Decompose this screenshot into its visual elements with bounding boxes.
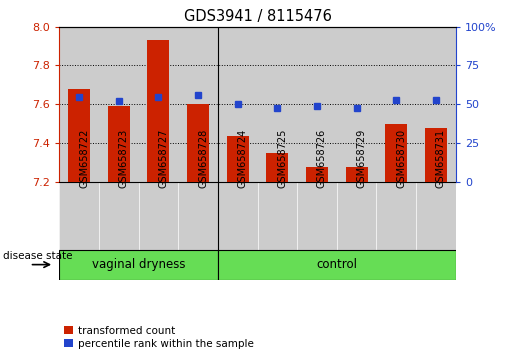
Bar [385,124,407,182]
Text: vaginal dryness: vaginal dryness [92,258,185,271]
Bar [258,27,297,182]
Bar [416,27,456,182]
Bar [178,182,218,250]
Text: disease state: disease state [3,251,72,261]
Bar [68,89,90,182]
Bar [218,182,258,250]
Bar [376,182,416,250]
Bar [187,104,209,182]
Bar [139,27,178,182]
Text: control: control [316,258,357,271]
Text: GSM658728: GSM658728 [198,129,208,188]
Text: GSM658724: GSM658724 [238,129,248,188]
Bar [227,136,249,182]
Bar [139,182,178,250]
Bar [108,106,130,182]
Text: GSM658726: GSM658726 [317,129,327,188]
Bar [218,27,258,182]
Bar [297,27,337,182]
Bar [99,182,139,250]
Bar [258,182,297,250]
Text: GSM658722: GSM658722 [79,128,89,188]
Text: GSM658723: GSM658723 [118,129,129,188]
Bar [147,40,169,182]
Bar [266,153,288,182]
Bar [99,27,139,182]
Bar [376,27,416,182]
Text: GSM658731: GSM658731 [436,129,446,188]
Text: GDS3941 / 8115476: GDS3941 / 8115476 [183,9,332,24]
Text: GSM658727: GSM658727 [159,128,168,188]
Bar [178,27,218,182]
Bar [297,182,337,250]
Text: GSM658729: GSM658729 [356,129,367,188]
Bar [59,27,99,182]
Text: GSM658725: GSM658725 [277,128,287,188]
Bar [306,167,328,182]
Legend: transformed count, percentile rank within the sample: transformed count, percentile rank withi… [64,326,254,349]
Bar [425,128,447,182]
Text: GSM658730: GSM658730 [397,129,406,188]
Bar [337,182,376,250]
Bar [59,250,218,280]
Bar [337,27,376,182]
Bar [218,250,456,280]
Bar [346,167,368,182]
Bar [416,182,456,250]
Bar [59,182,99,250]
